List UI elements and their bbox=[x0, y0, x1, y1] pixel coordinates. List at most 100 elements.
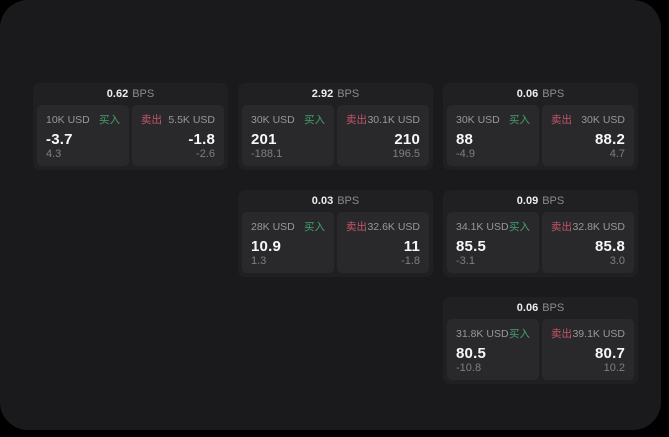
sell-amount: 39.1K USD bbox=[572, 328, 625, 340]
buy-panel-header: 30K USD 买入 bbox=[251, 112, 325, 127]
sell-price: 80.7 bbox=[595, 345, 625, 362]
sell-side-label: 卖出 bbox=[141, 114, 162, 126]
buy-amount: 30K USD bbox=[251, 114, 295, 126]
buy-amount: 10K USD bbox=[46, 114, 90, 126]
buy-panel-header: 31.8K USD 买入 bbox=[456, 326, 530, 341]
sell-panel[interactable]: 卖出 32.8K USD 85.8 3.0 bbox=[542, 212, 634, 273]
sell-side-label: 卖出 bbox=[551, 114, 572, 126]
sell-price: 88.2 bbox=[595, 131, 625, 148]
buy-panel[interactable]: 30K USD 买入 201 -188.1 bbox=[242, 105, 334, 166]
sell-panel[interactable]: 卖出 32.6K USD 11 -1.8 bbox=[337, 212, 429, 273]
bps-value: 0.06 bbox=[516, 302, 539, 314]
quote-card: 0.06 BPS 31.8K USD 买入 80.5 -10.8 卖出 39.1… bbox=[443, 297, 638, 384]
sell-panel[interactable]: 卖出 30K USD 88.2 4.7 bbox=[542, 105, 634, 166]
buy-side-label: 买入 bbox=[509, 114, 530, 126]
buy-price: 80.5 bbox=[456, 345, 486, 362]
card-bps-header: 2.92 BPS bbox=[238, 83, 433, 105]
bps-value: 2.92 bbox=[311, 88, 334, 100]
bps-unit-label: BPS bbox=[542, 302, 565, 314]
buy-sub-value: 1.3 bbox=[251, 255, 267, 267]
buy-sell-panels: 30K USD 买入 201 -188.1 卖出 30.1K USD 210 1… bbox=[238, 105, 433, 170]
bps-unit-label: BPS bbox=[542, 195, 565, 207]
buy-sub-value: -188.1 bbox=[251, 148, 283, 160]
buy-panel[interactable]: 28K USD 买入 10.9 1.3 bbox=[242, 212, 334, 273]
sell-panel[interactable]: 卖出 30.1K USD 210 196.5 bbox=[337, 105, 429, 166]
buy-sub-value: 4.3 bbox=[46, 148, 62, 160]
sell-amount: 5.5K USD bbox=[168, 114, 215, 126]
sell-sub-value: -1.8 bbox=[401, 255, 420, 267]
sell-panel[interactable]: 卖出 5.5K USD -1.8 -2.6 bbox=[132, 105, 224, 166]
quote-card: 0.62 BPS 10K USD 买入 -3.7 4.3 卖出 5.5K USD… bbox=[33, 83, 228, 170]
buy-sub-value: -3.1 bbox=[456, 255, 475, 267]
sell-amount: 30K USD bbox=[581, 114, 625, 126]
bps-value: 0.62 bbox=[106, 88, 129, 100]
buy-panel-header: 34.1K USD 买入 bbox=[456, 219, 530, 234]
buy-panel[interactable]: 34.1K USD 买入 85.5 -3.1 bbox=[447, 212, 539, 273]
card-bps-header: 0.09 BPS bbox=[443, 190, 638, 212]
sell-side-label: 卖出 bbox=[551, 221, 572, 233]
buy-sell-panels: 30K USD 买入 88 -4.9 卖出 30K USD 88.2 4.7 bbox=[443, 105, 638, 170]
bps-unit-label: BPS bbox=[542, 88, 565, 100]
buy-amount: 31.8K USD bbox=[456, 328, 509, 340]
buy-panel-header: 30K USD 买入 bbox=[456, 112, 530, 127]
sell-side-label: 卖出 bbox=[346, 221, 367, 233]
buy-price: 10.9 bbox=[251, 238, 281, 255]
buy-side-label: 买入 bbox=[509, 328, 530, 340]
sell-price: -1.8 bbox=[188, 131, 215, 148]
buy-side-label: 买入 bbox=[304, 114, 325, 126]
card-bps-header: 0.03 BPS bbox=[238, 190, 433, 212]
buy-panel[interactable]: 10K USD 买入 -3.7 4.3 bbox=[37, 105, 129, 166]
card-bps-header: 0.62 BPS bbox=[33, 83, 228, 105]
sell-panel-header: 卖出 30.1K USD bbox=[346, 112, 420, 127]
sell-side-label: 卖出 bbox=[551, 328, 572, 340]
buy-sell-panels: 31.8K USD 买入 80.5 -10.8 卖出 39.1K USD 80.… bbox=[443, 319, 638, 384]
buy-panel-header: 10K USD 买入 bbox=[46, 112, 120, 127]
quote-card: 0.09 BPS 34.1K USD 买入 85.5 -3.1 卖出 32.8K… bbox=[443, 190, 638, 277]
sell-sub-value: 196.5 bbox=[392, 148, 420, 160]
sell-panel[interactable]: 卖出 39.1K USD 80.7 10.2 bbox=[542, 319, 634, 380]
sell-panel-header: 卖出 30K USD bbox=[551, 112, 625, 127]
sell-amount: 30.1K USD bbox=[367, 114, 420, 126]
buy-price: 85.5 bbox=[456, 238, 486, 255]
buy-panel-header: 28K USD 买入 bbox=[251, 219, 325, 234]
sell-sub-value: 10.2 bbox=[603, 362, 625, 374]
sell-price: 210 bbox=[394, 131, 420, 148]
buy-amount: 34.1K USD bbox=[456, 221, 509, 233]
buy-side-label: 买入 bbox=[304, 221, 325, 233]
buy-panel[interactable]: 30K USD 买入 88 -4.9 bbox=[447, 105, 539, 166]
sell-amount: 32.6K USD bbox=[367, 221, 420, 233]
buy-side-label: 买入 bbox=[99, 114, 120, 126]
quote-card: 2.92 BPS 30K USD 买入 201 -188.1 卖出 30.1K … bbox=[238, 83, 433, 170]
sell-sub-value: 3.0 bbox=[609, 255, 625, 267]
quote-card: 0.03 BPS 28K USD 买入 10.9 1.3 卖出 32.6K US… bbox=[238, 190, 433, 277]
cards-grid: 0.62 BPS 10K USD 买入 -3.7 4.3 卖出 5.5K USD… bbox=[33, 83, 638, 384]
sell-panel-header: 卖出 32.8K USD bbox=[551, 219, 625, 234]
quote-card: 0.06 BPS 30K USD 买入 88 -4.9 卖出 30K USD 8… bbox=[443, 83, 638, 170]
bps-unit-label: BPS bbox=[132, 88, 155, 100]
bps-value: 0.06 bbox=[516, 88, 539, 100]
bps-unit-label: BPS bbox=[337, 88, 360, 100]
buy-price: 201 bbox=[251, 131, 277, 148]
buy-sell-panels: 10K USD 买入 -3.7 4.3 卖出 5.5K USD -1.8 -2.… bbox=[33, 105, 228, 170]
buy-side-label: 买入 bbox=[509, 221, 530, 233]
buy-sub-value: -10.8 bbox=[456, 362, 482, 374]
card-bps-header: 0.06 BPS bbox=[443, 297, 638, 319]
app-window: 0.62 BPS 10K USD 买入 -3.7 4.3 卖出 5.5K USD… bbox=[0, 0, 661, 430]
card-bps-header: 0.06 BPS bbox=[443, 83, 638, 105]
buy-sell-panels: 34.1K USD 买入 85.5 -3.1 卖出 32.8K USD 85.8… bbox=[443, 212, 638, 277]
bps-value: 0.09 bbox=[516, 195, 539, 207]
bps-value: 0.03 bbox=[311, 195, 334, 207]
buy-panel[interactable]: 31.8K USD 买入 80.5 -10.8 bbox=[447, 319, 539, 380]
sell-price: 85.8 bbox=[595, 238, 625, 255]
bps-unit-label: BPS bbox=[337, 195, 360, 207]
buy-sell-panels: 28K USD 买入 10.9 1.3 卖出 32.6K USD 11 -1.8 bbox=[238, 212, 433, 277]
sell-sub-value: -2.6 bbox=[196, 148, 215, 160]
sell-panel-header: 卖出 5.5K USD bbox=[141, 112, 215, 127]
sell-panel-header: 卖出 32.6K USD bbox=[346, 219, 420, 234]
buy-sub-value: -4.9 bbox=[456, 148, 475, 160]
buy-price: -3.7 bbox=[46, 131, 73, 148]
sell-sub-value: 4.7 bbox=[609, 148, 625, 160]
buy-price: 88 bbox=[456, 131, 474, 148]
sell-side-label: 卖出 bbox=[346, 114, 367, 126]
sell-panel-header: 卖出 39.1K USD bbox=[551, 326, 625, 341]
